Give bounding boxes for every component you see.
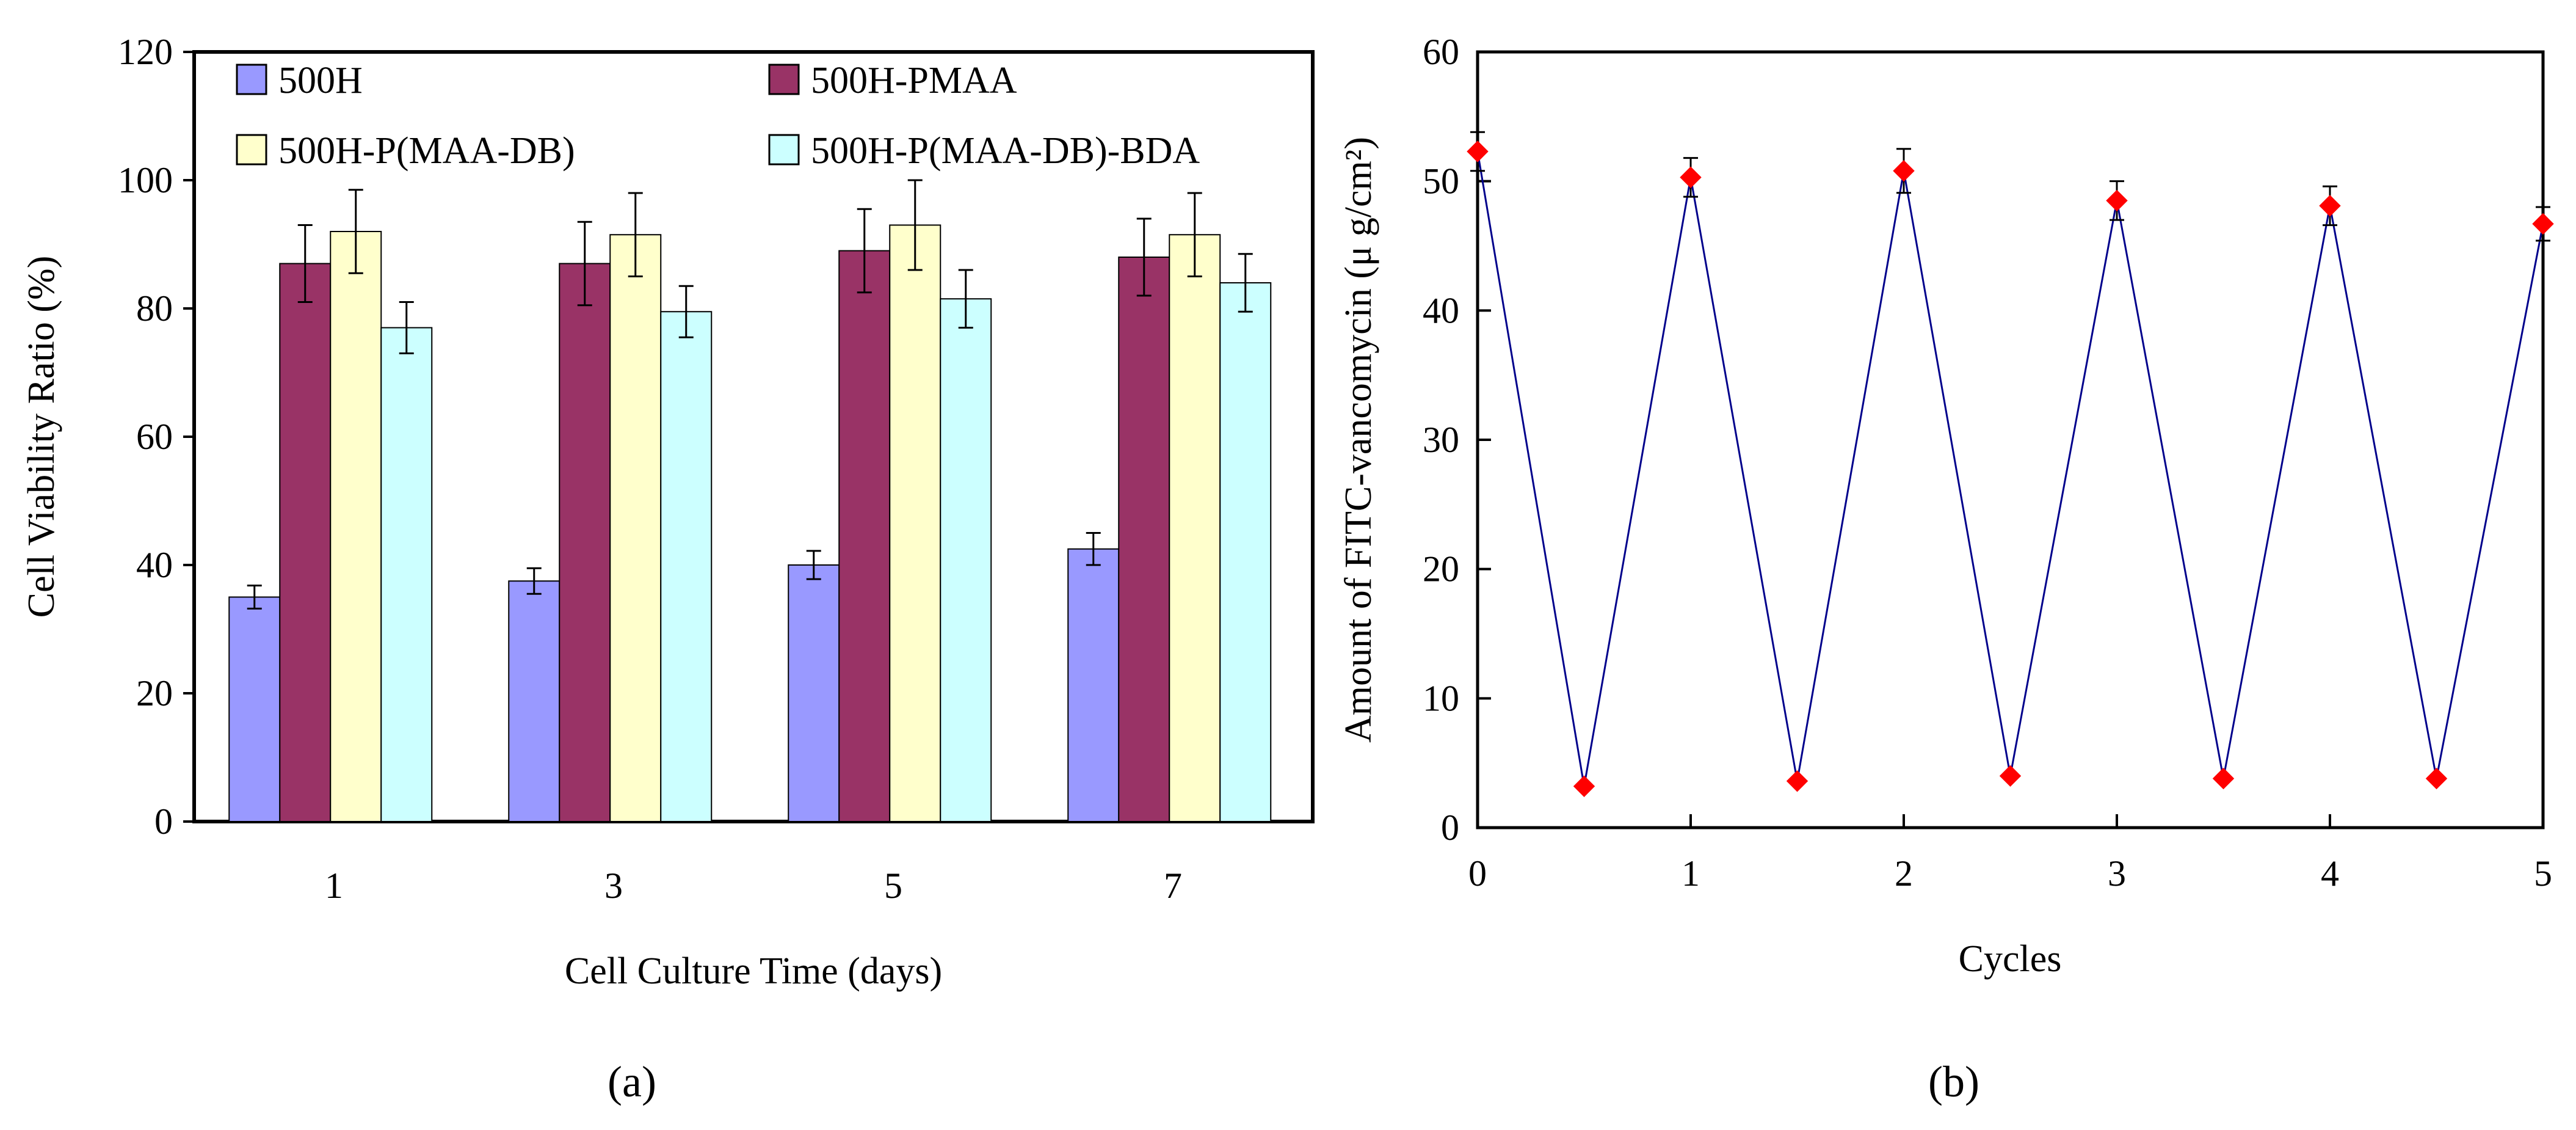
- bar-500h-p-maa-db-day-7: [1169, 234, 1221, 822]
- y-tick-label-50: 50: [1423, 161, 1459, 202]
- panel-label-a: (a): [608, 1057, 656, 1106]
- x-axis-title: Cycles: [1959, 938, 2062, 980]
- series-line-fitc-vancomycin: [1476, 151, 2544, 787]
- data-point-7: [2212, 767, 2235, 790]
- x-tick-label-3: 3: [604, 866, 623, 906]
- x-axis-title: Cell Culture Time (days): [565, 950, 942, 992]
- y-tick-label-120: 120: [118, 32, 173, 72]
- x-tick-label-2: 2: [1895, 853, 1913, 894]
- x-tick-label-3: 3: [2108, 853, 2126, 894]
- y-tick-label-0: 0: [154, 801, 173, 842]
- x-axis-ticks: 1 3 5 7: [325, 866, 1182, 906]
- y-axis-title: Cell Viability Ratio (%): [21, 256, 62, 618]
- bar-500h-p-maa-db-day-5: [889, 224, 942, 822]
- y-tick-label-40: 40: [1423, 290, 1459, 330]
- y-tick-label-0: 0: [1441, 807, 1459, 848]
- bar-500h-p-maa-db-day-3: [609, 234, 662, 822]
- y-tick-label-80: 80: [136, 288, 173, 329]
- data-point-5: [1999, 765, 2022, 787]
- bar-500h-p-maa-db-bda-day-5: [940, 298, 992, 822]
- bar-500h-pmaa-day-5: [838, 250, 891, 822]
- y-axis-title: Amount of FITC-vancomycin (μ g/cm²): [1338, 137, 1379, 743]
- bar-chart-cell-viability: 0 20 40 60 80 100 120 1 3 5 7 500H 500H-PMAA 500H-P…: [21, 32, 1315, 1106]
- data-point-1: [1573, 775, 1595, 797]
- line-chart-fitc-vancomycin: 0 10 20 30 40 50 60 0 1 2 3 4 5 Cycles Amount of FI…: [1338, 32, 2554, 1106]
- bar-500h-p-maa-db-bda-day-1: [380, 327, 433, 822]
- bar-500h-p-maa-db-day-1: [330, 231, 382, 822]
- bar-500h-pmaa-day-1: [279, 263, 332, 822]
- legend-label-500h-p-maa-db-bda: 500H-P(MAA-DB)-BDA: [811, 130, 1200, 172]
- legend-label-500h-pmaa: 500H-PMAA: [811, 60, 1017, 101]
- y-tick-label-30: 30: [1423, 420, 1459, 460]
- x-tick-label-1: 1: [325, 866, 343, 906]
- y-tick-label-20: 20: [136, 673, 173, 713]
- bar-500h-day-3: [508, 580, 561, 822]
- legend-label-500h: 500H: [278, 60, 363, 101]
- bar-500h-p-maa-db-bda-day-3: [660, 311, 713, 822]
- bar-500h-pmaa-day-7: [1118, 257, 1170, 822]
- data-point-9: [2425, 767, 2448, 790]
- legend-label-500h-p-maa-db: 500H-P(MAA-DB): [278, 130, 575, 172]
- legend-swatch-500h-p-maa-db-bda: [768, 134, 800, 166]
- legend-swatch-500h: [236, 64, 267, 95]
- y-tick-label-40: 40: [136, 545, 173, 585]
- error-bars: [247, 179, 1253, 610]
- bar-500h-p-maa-db-bda-day-7: [1219, 282, 1272, 822]
- y-tick-label-60: 60: [136, 417, 173, 457]
- data-point-6: [2106, 189, 2128, 212]
- panel-label-b: (b): [1928, 1057, 1979, 1106]
- x-tick-label-5: 5: [884, 866, 902, 906]
- y-axis-ticks: 0 10 20 30 40 50 60: [1423, 32, 1491, 848]
- data-point-4: [1893, 160, 1915, 182]
- legend-swatch-500h-pmaa: [768, 64, 800, 95]
- bar-500h-day-5: [788, 564, 840, 822]
- x-tick-label-4: 4: [2321, 853, 2339, 894]
- data-series: [1467, 131, 2554, 797]
- x-tick-label-0: 0: [1468, 853, 1487, 894]
- data-point-0: [1467, 140, 1489, 162]
- y-axis-ticks: 0 20 40 60 80 100 120: [118, 32, 194, 842]
- data-point-10: [2532, 213, 2554, 235]
- bar-500h-pmaa-day-3: [559, 263, 611, 822]
- legend: 500H 500H-PMAA 500H-P(MAA-DB) 500H-P(MAA-DB…: [236, 60, 1200, 172]
- y-tick-label-20: 20: [1423, 549, 1459, 589]
- x-tick-label-5: 5: [2534, 853, 2552, 894]
- y-tick-label-60: 60: [1423, 32, 1459, 72]
- x-axis-ticks: 0 1 2 3 4 5: [1468, 814, 2552, 894]
- y-tick-label-10: 10: [1423, 678, 1459, 718]
- bar-500h-day-1: [228, 596, 281, 822]
- x-tick-label-1: 1: [1682, 853, 1700, 894]
- bar-500h-day-7: [1067, 548, 1120, 822]
- data-point-2: [1680, 166, 1702, 189]
- plot-area-frame: [1476, 50, 2545, 829]
- data-point-8: [2319, 195, 2341, 217]
- bars: [228, 224, 1272, 822]
- legend-swatch-500h-p-maa-db: [236, 134, 267, 166]
- y-tick-label-100: 100: [118, 160, 173, 200]
- x-tick-label-7: 7: [1164, 866, 1182, 906]
- data-point-3: [1786, 770, 1809, 792]
